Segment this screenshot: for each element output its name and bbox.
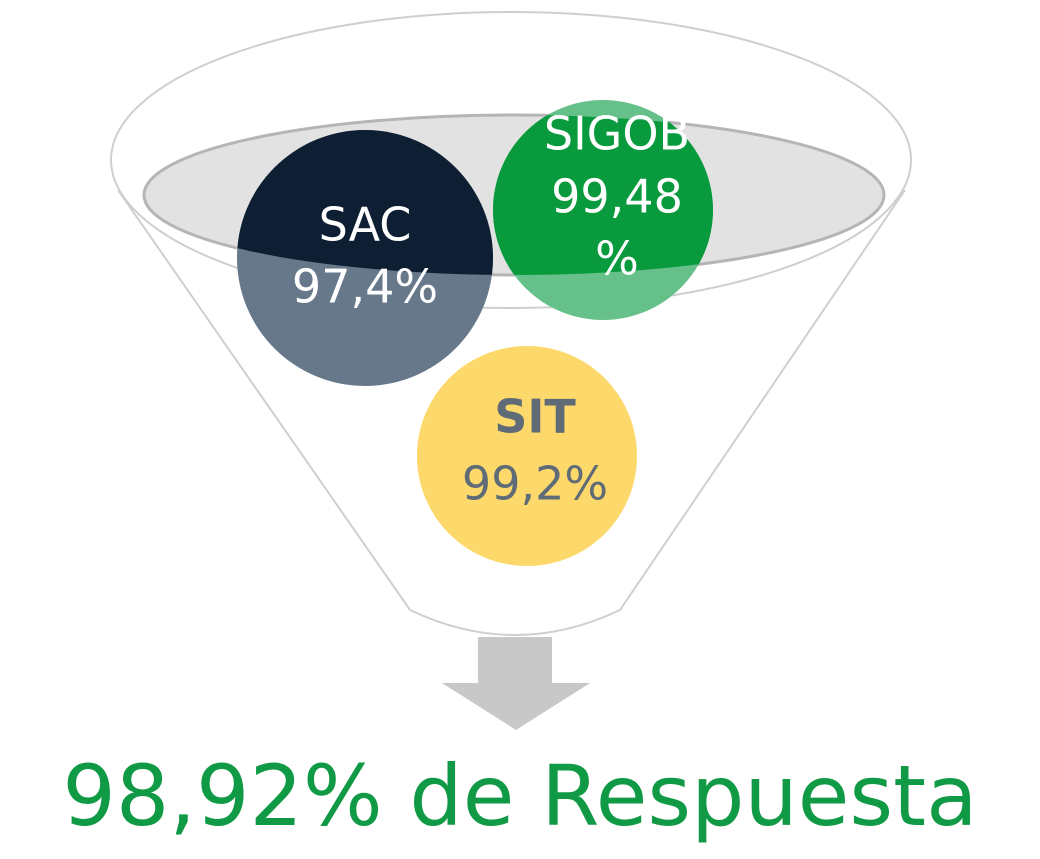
- node-value: 99,2%: [462, 457, 608, 511]
- sit-circle: [417, 346, 637, 566]
- arrow-shaft: [478, 637, 552, 684]
- sac-circle-top: [237, 130, 493, 275]
- result-text: 98,92% de Respuesta: [62, 747, 977, 845]
- node-label: SIT: [494, 390, 576, 444]
- arrow-head: [442, 683, 590, 730]
- sigob-circle-top: [493, 115, 713, 275]
- node-value: 97,4%: [292, 260, 438, 314]
- node-label: SIGOB: [544, 107, 690, 161]
- node-value: 99,48: [551, 170, 683, 224]
- funnel-cone: [117, 189, 906, 636]
- node-label: SAC: [319, 198, 412, 252]
- node-value: %: [595, 232, 639, 286]
